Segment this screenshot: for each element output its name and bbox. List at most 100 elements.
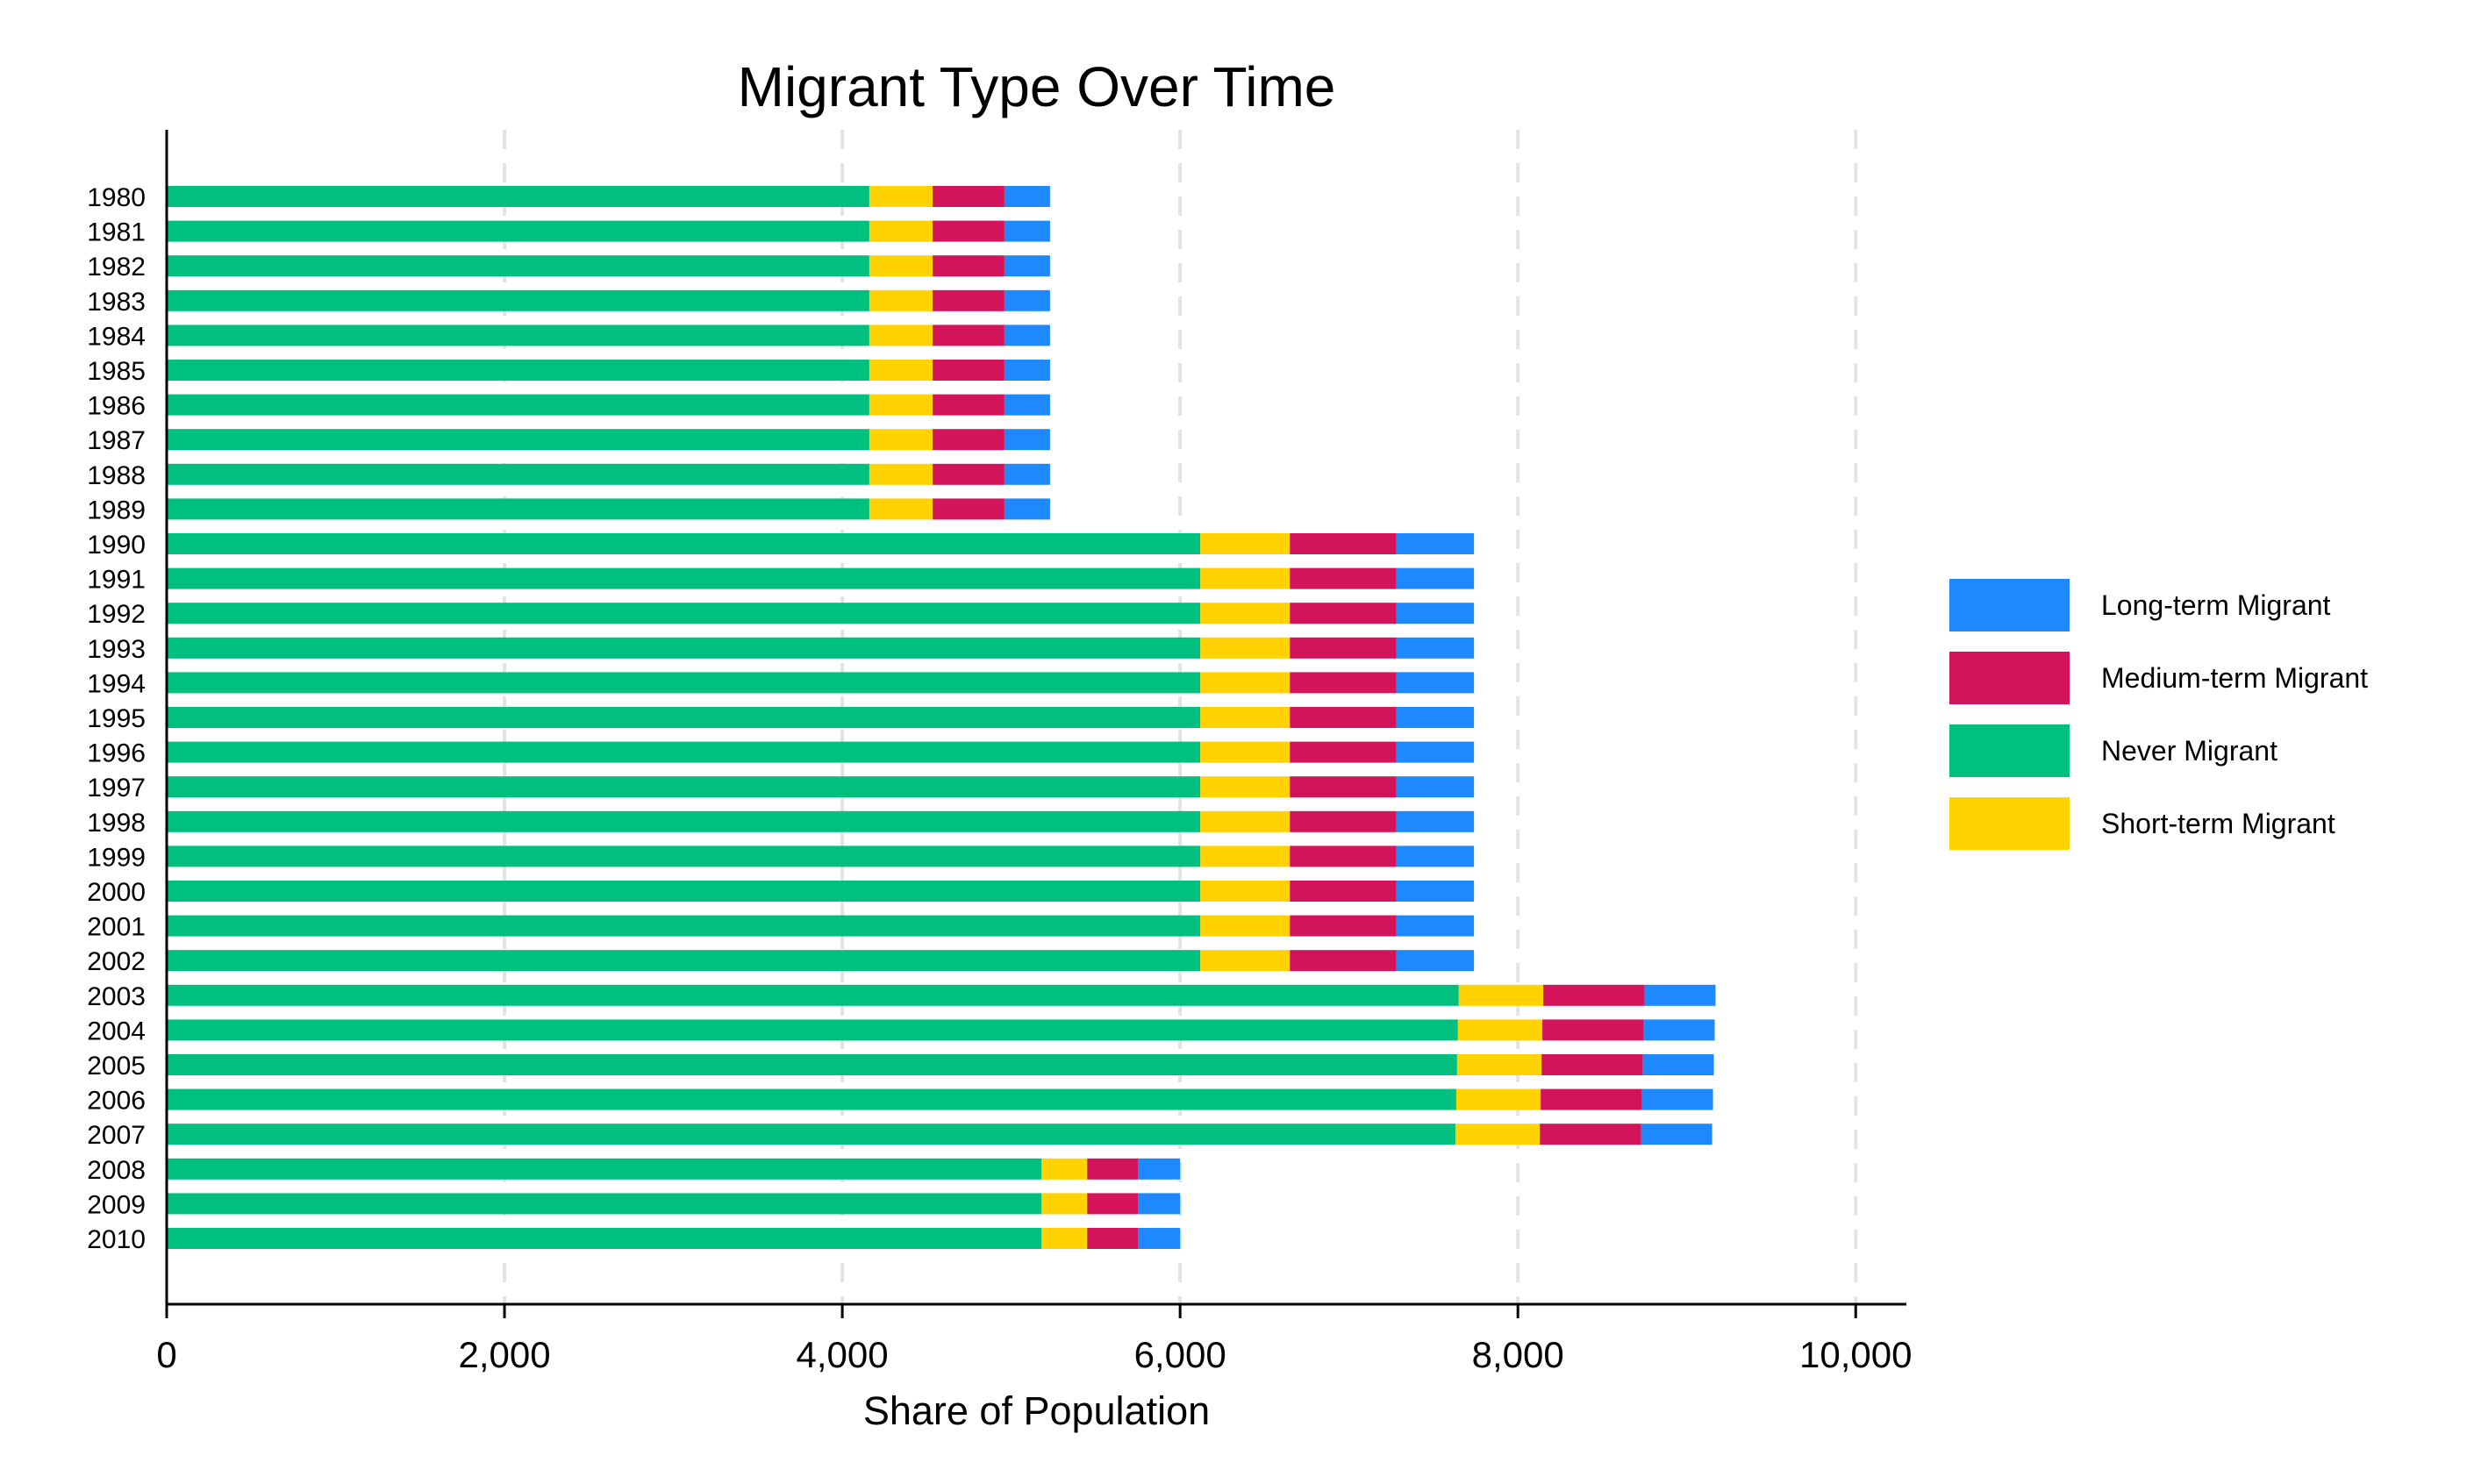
y-tick-label: 1997 [87, 774, 146, 803]
bar-segment [1200, 776, 1291, 798]
bar-segment [869, 186, 933, 207]
y-tick-label: 1993 [87, 635, 146, 664]
bar-segment [1004, 463, 1050, 485]
y-tick-label: 1989 [87, 496, 146, 524]
bar-segment [1290, 810, 1397, 832]
bar-segment [167, 1054, 1457, 1075]
bar-segment [1200, 533, 1291, 554]
bar-segment [1396, 637, 1475, 659]
bar-segment [1290, 533, 1397, 554]
bar-segment [1004, 325, 1050, 346]
bar-segment [167, 255, 869, 277]
bar-segment [1041, 1228, 1088, 1249]
y-tick-label: 2002 [87, 947, 146, 976]
bar-segment [167, 1158, 1042, 1180]
bar-segment [869, 325, 933, 346]
x-tick-label: 8,000 [1472, 1334, 1564, 1375]
bar-segment [1290, 637, 1397, 659]
bar-segment [1643, 1019, 1715, 1041]
bar-segment [1200, 567, 1291, 589]
bar-segment [869, 360, 933, 381]
bar-segment [167, 220, 869, 242]
x-tick-label: 0 [156, 1334, 176, 1375]
bar-segment [933, 289, 1005, 311]
bar-segment [167, 881, 1201, 902]
legend-swatch [1949, 724, 2070, 777]
bar-segment [167, 637, 1201, 659]
bar-segment [167, 289, 869, 311]
bar-segment [1641, 1088, 1713, 1110]
y-tick-label: 1995 [87, 704, 146, 733]
bar-segment [1200, 741, 1291, 763]
bar-segment [167, 1019, 1458, 1041]
legend-item: Never Migrant [1949, 724, 2368, 777]
y-tick-label: 2004 [87, 1017, 146, 1045]
y-tick-label: 1988 [87, 461, 146, 490]
bar-segment [1396, 741, 1475, 763]
bar-segment [1396, 915, 1475, 937]
y-tick-label: 2000 [87, 878, 146, 907]
bar-segment [167, 1228, 1042, 1249]
bar-segment [1543, 984, 1645, 1006]
y-tick-label: 1990 [87, 531, 146, 560]
bar-segment [167, 845, 1201, 867]
bar-segment [1004, 360, 1050, 381]
bar-segment [1455, 1124, 1541, 1145]
bar-segment [869, 498, 933, 520]
bar-segment [1641, 1124, 1712, 1145]
bar-segment [869, 394, 933, 416]
bar-segment [1041, 1193, 1088, 1215]
y-tick-label: 1994 [87, 669, 146, 698]
bar-segment [1396, 672, 1475, 694]
bar-segment [167, 394, 869, 416]
bar-segment [1004, 394, 1050, 416]
bar-segment [167, 984, 1459, 1006]
bar-segment [1200, 707, 1291, 728]
x-axis-label: Share of Population [862, 1388, 1211, 1433]
bar-segment [1004, 186, 1050, 207]
bar-segment [1396, 776, 1475, 798]
bar-segment [1290, 741, 1397, 763]
y-tick-label: 1991 [87, 566, 146, 595]
bar-segment [869, 289, 933, 311]
bar-segment [167, 672, 1201, 694]
bar-segment [1290, 950, 1397, 972]
bar-segment [1290, 603, 1397, 624]
bar-segment [1290, 567, 1397, 589]
bar-segment [1087, 1193, 1139, 1215]
bar-segment [1041, 1158, 1088, 1180]
bar-segment [1138, 1158, 1181, 1180]
bar-segment [167, 810, 1201, 832]
y-tick-label: 2001 [87, 913, 146, 942]
bar-segment [167, 776, 1201, 798]
bar-segment [167, 533, 1201, 554]
bar-segment [167, 429, 869, 451]
bar-segment [1200, 950, 1291, 972]
y-tick-label: 1982 [87, 253, 146, 282]
bar-segment [1541, 1054, 1643, 1075]
bar-segment [933, 360, 1005, 381]
bar-segment [1200, 603, 1291, 624]
bar-segment [1396, 707, 1475, 728]
bar-segment [933, 463, 1005, 485]
bar-segment [1396, 603, 1475, 624]
bar-segment [933, 429, 1005, 451]
bar-segment [1200, 845, 1291, 867]
bar-segment [1200, 672, 1291, 694]
legend-swatch [1949, 579, 2070, 631]
legend-swatch [1949, 652, 2070, 704]
bar-segment [1004, 429, 1050, 451]
bar-segment [167, 707, 1201, 728]
y-tick-label: 1999 [87, 843, 146, 872]
legend-label: Never Migrant [2101, 734, 2277, 767]
legend-label: Short-term Migrant [2101, 807, 2335, 839]
x-tick-label: 10,000 [1799, 1334, 1912, 1375]
bar-segment [933, 186, 1005, 207]
bar-segment [1456, 1054, 1542, 1075]
legend-swatch [1949, 797, 2070, 850]
bar-segment [167, 950, 1201, 972]
bar-segment [1200, 637, 1291, 659]
legend: Long-term Migrant Medium-term Migrant Ne… [1949, 579, 2368, 870]
x-tick-label: 2,000 [458, 1334, 550, 1375]
